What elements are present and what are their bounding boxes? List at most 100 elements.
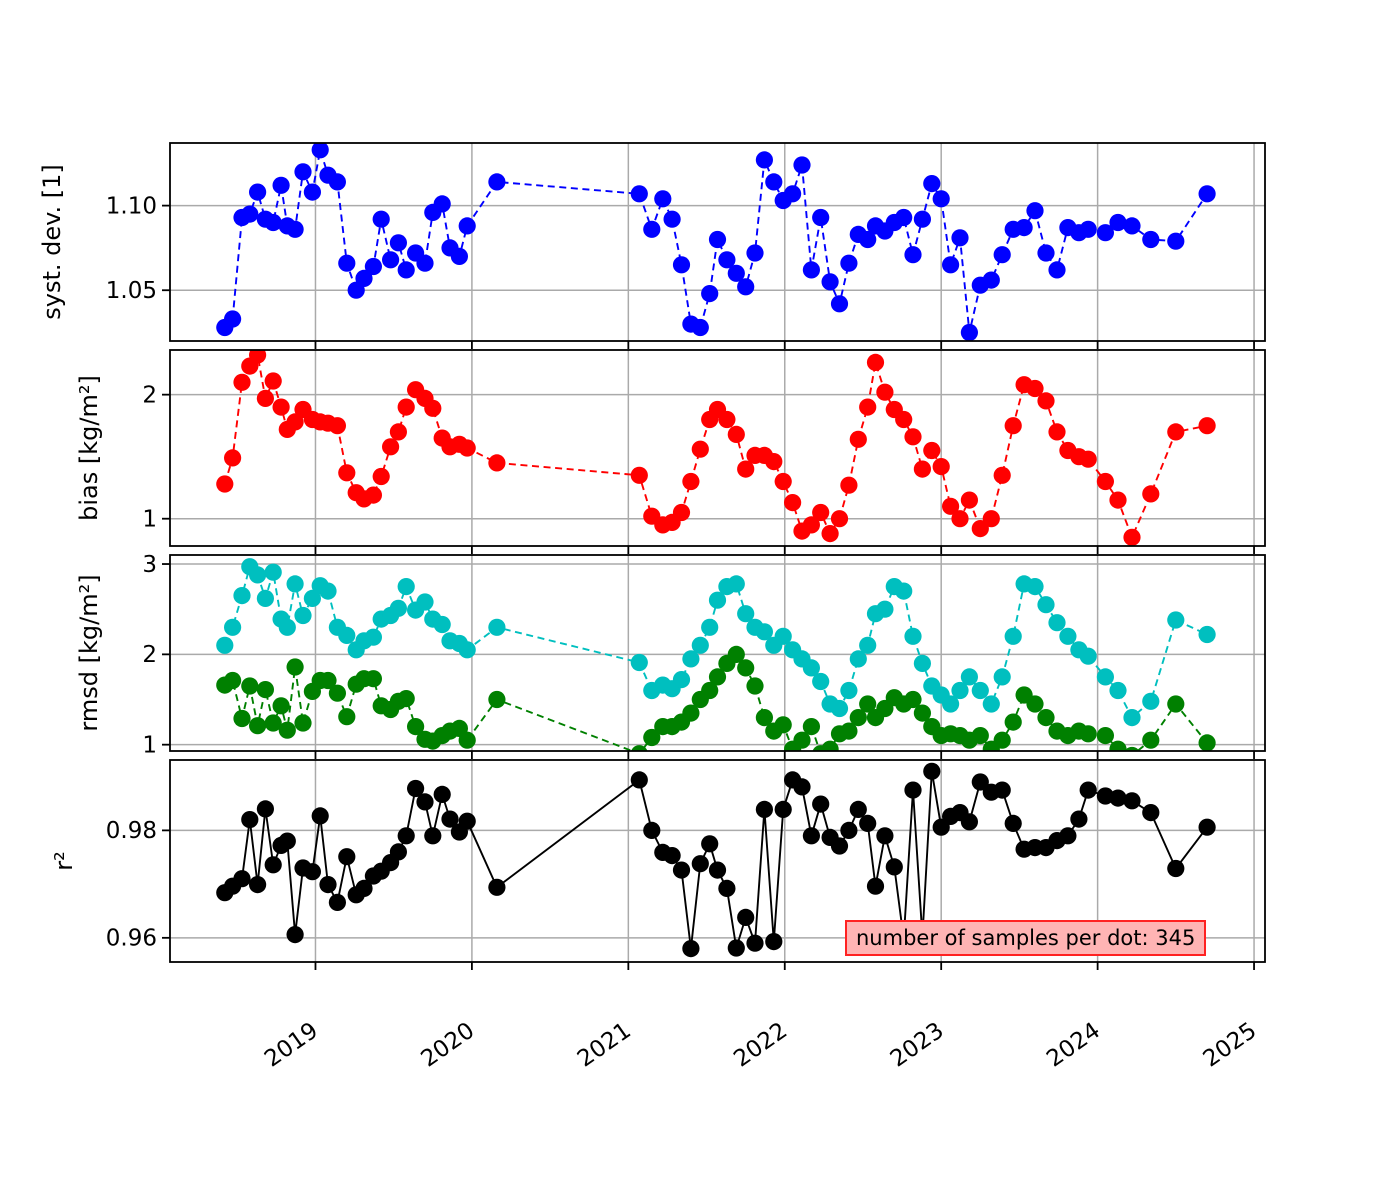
data-point	[303, 183, 321, 201]
data-point	[1142, 804, 1160, 822]
data-point	[737, 278, 755, 296]
data-point	[942, 497, 960, 515]
data-point	[433, 195, 451, 213]
data-point	[840, 821, 858, 840]
data-point	[416, 593, 434, 611]
data-point	[416, 254, 434, 272]
data-point	[364, 670, 382, 688]
data-point	[372, 210, 390, 228]
data-point	[224, 449, 242, 467]
data-point	[1026, 578, 1044, 596]
data-point	[708, 861, 727, 879]
data-point	[264, 213, 282, 232]
data-point	[1037, 244, 1055, 262]
data-point	[866, 877, 885, 895]
data-point	[264, 856, 282, 874]
data-point	[663, 847, 681, 865]
data-point	[993, 466, 1011, 484]
data-point	[1109, 213, 1127, 232]
data-point	[1167, 611, 1185, 629]
data-point	[737, 659, 755, 677]
data-point	[319, 582, 337, 600]
data-point	[488, 454, 506, 472]
data-point	[328, 684, 346, 702]
data-point	[691, 855, 709, 873]
data-point	[1079, 781, 1097, 799]
data-point	[802, 516, 821, 534]
data-point	[216, 636, 234, 654]
data-point	[389, 599, 407, 617]
data-point	[1004, 814, 1022, 833]
data-point	[286, 220, 304, 238]
data-point	[630, 653, 648, 672]
data-point	[982, 510, 1000, 528]
data-point	[1198, 625, 1216, 644]
data-point	[1198, 734, 1216, 751]
data-point	[682, 940, 700, 958]
data-point	[364, 257, 382, 276]
data-point	[840, 476, 858, 494]
data-point	[249, 717, 267, 735]
y-tick-label: 2	[142, 642, 157, 668]
data-point	[241, 205, 259, 223]
data-point	[355, 269, 373, 287]
data-point	[264, 372, 282, 390]
data-point	[830, 699, 849, 718]
data-point	[923, 762, 941, 780]
data-point	[1059, 827, 1077, 845]
data-point	[737, 460, 755, 478]
series-bias-line	[223, 352, 1208, 540]
data-point	[397, 690, 415, 708]
data-point	[904, 428, 922, 446]
data-point	[682, 472, 700, 491]
data-point	[249, 183, 267, 201]
data-point	[433, 785, 451, 804]
grid-bias	[170, 350, 1265, 546]
data-point	[746, 677, 764, 695]
data-point	[450, 247, 468, 265]
data-point	[488, 173, 506, 191]
x-tick-label: 2019	[260, 1018, 323, 1073]
data-point	[319, 671, 337, 690]
grid-rmsd	[170, 555, 1265, 751]
data-point	[672, 861, 691, 879]
data-point	[1004, 417, 1022, 435]
samples-annotation: number of samples per dot: 345	[845, 920, 1207, 957]
data-point	[233, 373, 251, 391]
data-point	[488, 878, 506, 896]
y-axis-label-r2: r²	[50, 851, 78, 871]
data-point	[971, 773, 989, 791]
data-point	[691, 440, 709, 458]
data-point	[424, 399, 442, 417]
data-point	[397, 827, 415, 845]
data-point	[784, 494, 802, 512]
data-point	[774, 627, 792, 645]
data-point	[407, 718, 425, 736]
data-point	[866, 353, 885, 371]
data-point	[718, 879, 736, 898]
data-point	[849, 800, 867, 819]
data-point	[765, 173, 783, 191]
data-point	[951, 229, 969, 247]
data-point	[397, 398, 415, 416]
x-tick-label: 2025	[1199, 1018, 1262, 1073]
data-point	[951, 681, 969, 700]
data-point	[691, 318, 709, 337]
data-point	[389, 843, 407, 861]
data-point	[1198, 185, 1216, 203]
data-point	[382, 251, 400, 269]
data-point	[1048, 423, 1066, 441]
data-point	[355, 879, 373, 898]
data-point	[224, 671, 242, 690]
data-point	[328, 893, 346, 912]
data-point	[1109, 681, 1127, 700]
data-point	[328, 173, 346, 191]
y-tick-label: 1	[142, 732, 157, 758]
data-point	[708, 591, 727, 609]
y-axis-label-syst-dev: syst. dev. [1]	[38, 164, 66, 319]
data-point	[233, 870, 251, 888]
data-point	[812, 672, 830, 691]
data-point	[802, 261, 821, 279]
x-tick-label: 2023	[886, 1018, 949, 1073]
grid-r2	[170, 760, 1265, 962]
